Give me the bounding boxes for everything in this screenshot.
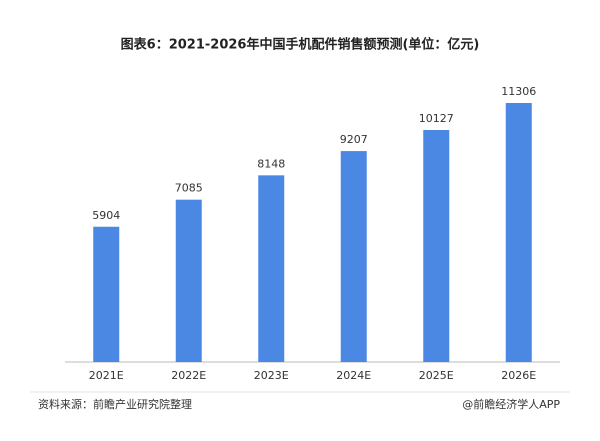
value-label: 5904 [92,209,120,222]
value-label: 11306 [501,85,536,98]
value-label: 10127 [419,112,454,125]
x-tick-label: 2024E [336,369,371,382]
x-tick-label: 2026E [501,369,536,382]
x-tick-label: 2023E [254,369,289,382]
value-label: 9207 [340,133,368,146]
bar [423,130,450,362]
x-tick-label: 2021E [89,369,124,382]
bar [258,175,285,362]
x-tick-label: 2025E [419,369,454,382]
value-label: 7085 [175,182,203,195]
bar [93,226,120,362]
value-label: 8148 [257,157,285,170]
chart-title: 图表6：2021-2026年中国手机配件销售额预测(单位：亿元) [121,37,480,53]
bar [505,103,532,362]
x-tick-label: 2022E [171,369,206,382]
credit: @前瞻经济学人APP [462,397,560,411]
bar [340,151,367,362]
source: 资料来源：前瞻产业研究院整理 [38,397,192,411]
bar [175,199,202,362]
